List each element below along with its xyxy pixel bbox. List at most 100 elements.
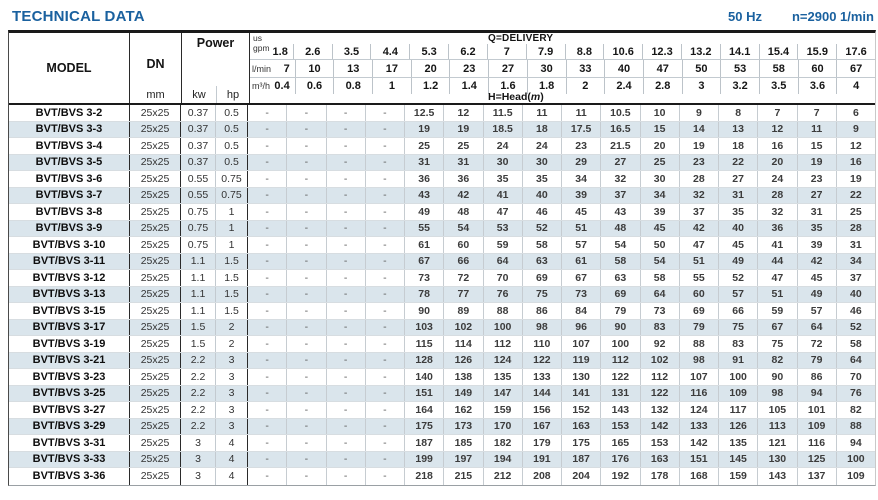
head-value-cell: 130 bbox=[562, 369, 602, 385]
head-value-cell: 64 bbox=[798, 319, 837, 335]
model-cell: BVT/BVS 3-33 bbox=[9, 451, 130, 467]
head-value-cell: 98 bbox=[523, 319, 562, 335]
head-value-cell: 192 bbox=[601, 468, 641, 485]
kw-cell: 1.1 bbox=[181, 270, 216, 286]
head-value-cell: - bbox=[327, 270, 366, 286]
model-cell: BVT/BVS 3-19 bbox=[9, 336, 130, 352]
head-value-cell: 137 bbox=[798, 468, 837, 485]
speed-label: n=2900 1/min bbox=[791, 9, 874, 24]
hp-cell: 1.5 bbox=[216, 286, 248, 302]
head-value-cell: 11 bbox=[562, 105, 602, 121]
head-value-cell: 18.5 bbox=[484, 121, 523, 137]
head-value-cell: 23 bbox=[680, 154, 719, 170]
hp-cell: 3 bbox=[216, 385, 248, 401]
head-value-cell: 151 bbox=[405, 385, 445, 401]
flow-value-cell: 12.3 bbox=[643, 44, 682, 59]
hp-cell: 1.5 bbox=[216, 253, 248, 269]
head-value-cell: - bbox=[366, 187, 405, 203]
head-value-cell: 16.5 bbox=[601, 121, 641, 137]
head-value-cell: 83 bbox=[641, 319, 680, 335]
head-value-cell: - bbox=[327, 204, 366, 220]
model-cell: BVT/BVS 3-25 bbox=[9, 385, 130, 401]
head-value-cell: 9 bbox=[680, 105, 719, 121]
table-row: BVT/BVS 3-3 25x25 0.37 0.5- - - -19 19 18.5 18 17.… bbox=[9, 121, 875, 138]
head-value-cell: 132 bbox=[641, 402, 680, 418]
head-value-cell: 10.5 bbox=[601, 105, 641, 121]
head-value-cell: 142 bbox=[641, 418, 680, 434]
table-row: BVT/BVS 3-15 25x25 1.1 1.5- - - -90 89 88 86 84 79 7… bbox=[9, 303, 875, 320]
head-value-cell: 25 bbox=[850, 205, 862, 218]
flow-value-cell: 3.5 bbox=[760, 78, 799, 94]
head-value-cell: 98 bbox=[758, 385, 798, 401]
hp-cell: 2 bbox=[216, 319, 248, 335]
head-value-cell: 191 bbox=[523, 451, 562, 467]
head-value-cell: 105 bbox=[758, 402, 798, 418]
head-value-cell: 59 bbox=[484, 237, 523, 253]
head-value-cell: 122 bbox=[641, 385, 680, 401]
model-cell: BVT/BVS 3-12 bbox=[9, 270, 130, 286]
head-value-cell: - bbox=[366, 105, 405, 121]
head-value-cell: - bbox=[248, 369, 288, 385]
head-value-cell: - bbox=[327, 303, 366, 319]
flow-value-cell: 7.9 bbox=[527, 44, 566, 59]
head-value-cell: 114 bbox=[444, 336, 484, 352]
head-value-cell: - bbox=[366, 451, 405, 467]
head-value-cell: 100 bbox=[601, 336, 641, 352]
head-value-cell: 143 bbox=[758, 468, 798, 485]
flow-value-cell: 1.8 bbox=[528, 78, 567, 94]
head-value-cell: 16 bbox=[758, 138, 798, 154]
head-value-cell: - bbox=[248, 220, 288, 236]
flow-value-cell: 4.4 bbox=[371, 44, 411, 59]
head-value-cell: 149 bbox=[444, 385, 484, 401]
head-value-cell: 162 bbox=[444, 402, 484, 418]
head-value-cell: 175 bbox=[405, 418, 445, 434]
head-value-cell: 7 bbox=[758, 105, 798, 121]
head-value-cell: 208 bbox=[523, 468, 562, 485]
head-value-cell: 40 bbox=[523, 187, 562, 203]
delivery-header: Q=DELIVERY us gpm 1.8 2.6 3.5 4.4 5.3 6.2 7 7.9… bbox=[250, 33, 875, 103]
head-value-cell: - bbox=[327, 121, 366, 137]
head-value-cell: - bbox=[287, 171, 327, 187]
head-value-cell: 86 bbox=[523, 303, 562, 319]
head-value-cell: 51 bbox=[562, 220, 602, 236]
table-row: BVT/BVS 3-8 25x25 0.75 1- - - -49 48 47 46 45 43 39 3… bbox=[9, 204, 875, 221]
head-value-cell: 42 bbox=[444, 187, 484, 203]
kw-cell: 0.37 bbox=[181, 105, 216, 121]
head-value-cell: 126 bbox=[444, 352, 484, 368]
kw-cell: 2.2 bbox=[181, 352, 216, 368]
table-row: BVT/BVS 3-5 25x25 0.37 0.5- - - -31 31 30 30 29 27 2… bbox=[9, 154, 875, 171]
model-cell: BVT/BVS 3-23 bbox=[9, 369, 130, 385]
flow-value-cell: 3.5 bbox=[333, 44, 372, 59]
head-value-cell: 66 bbox=[444, 253, 484, 269]
head-value-cell: - bbox=[327, 105, 366, 121]
head-value-cell: 20 bbox=[758, 154, 798, 170]
flow-value-cell: 47 bbox=[644, 60, 683, 77]
dn-cell: 25x25 bbox=[130, 468, 181, 485]
dn-cell: 25x25 bbox=[130, 303, 181, 319]
head-value-cell: 128 bbox=[405, 352, 445, 368]
head-value-cell: 58 bbox=[850, 337, 862, 350]
kw-cell: 2.2 bbox=[181, 385, 216, 401]
head-value-cell: - bbox=[366, 237, 405, 253]
head-value-cell: - bbox=[366, 336, 405, 352]
model-cell: BVT/BVS 3-10 bbox=[9, 237, 130, 253]
head-value-cell: 58 bbox=[641, 270, 680, 286]
head-value-cell: 199 bbox=[405, 451, 445, 467]
head-value-cell: - bbox=[366, 138, 405, 154]
model-cell: BVT/BVS 3-27 bbox=[9, 402, 130, 418]
head-value-cell: 82 bbox=[758, 352, 798, 368]
kw-cell: 0.37 bbox=[181, 154, 216, 170]
head-value-cell: 90 bbox=[405, 303, 445, 319]
power-kw-label: kw bbox=[182, 86, 217, 103]
model-cell: BVT/BVS 3-6 bbox=[9, 171, 130, 187]
head-value-cell: 34 bbox=[850, 255, 862, 268]
head-value-cell: 18 bbox=[719, 138, 759, 154]
head-value-cell: 51 bbox=[758, 286, 798, 302]
dn-cell: 25x25 bbox=[130, 204, 181, 220]
head-value-cell: 22 bbox=[850, 189, 862, 202]
flow-value-cell: 2.8 bbox=[644, 78, 683, 94]
head-value-cell: 144 bbox=[523, 385, 562, 401]
hp-cell: 0.75 bbox=[216, 187, 248, 203]
dn-cell: 25x25 bbox=[130, 418, 181, 434]
model-cell: BVT/BVS 3-2 bbox=[9, 105, 130, 121]
